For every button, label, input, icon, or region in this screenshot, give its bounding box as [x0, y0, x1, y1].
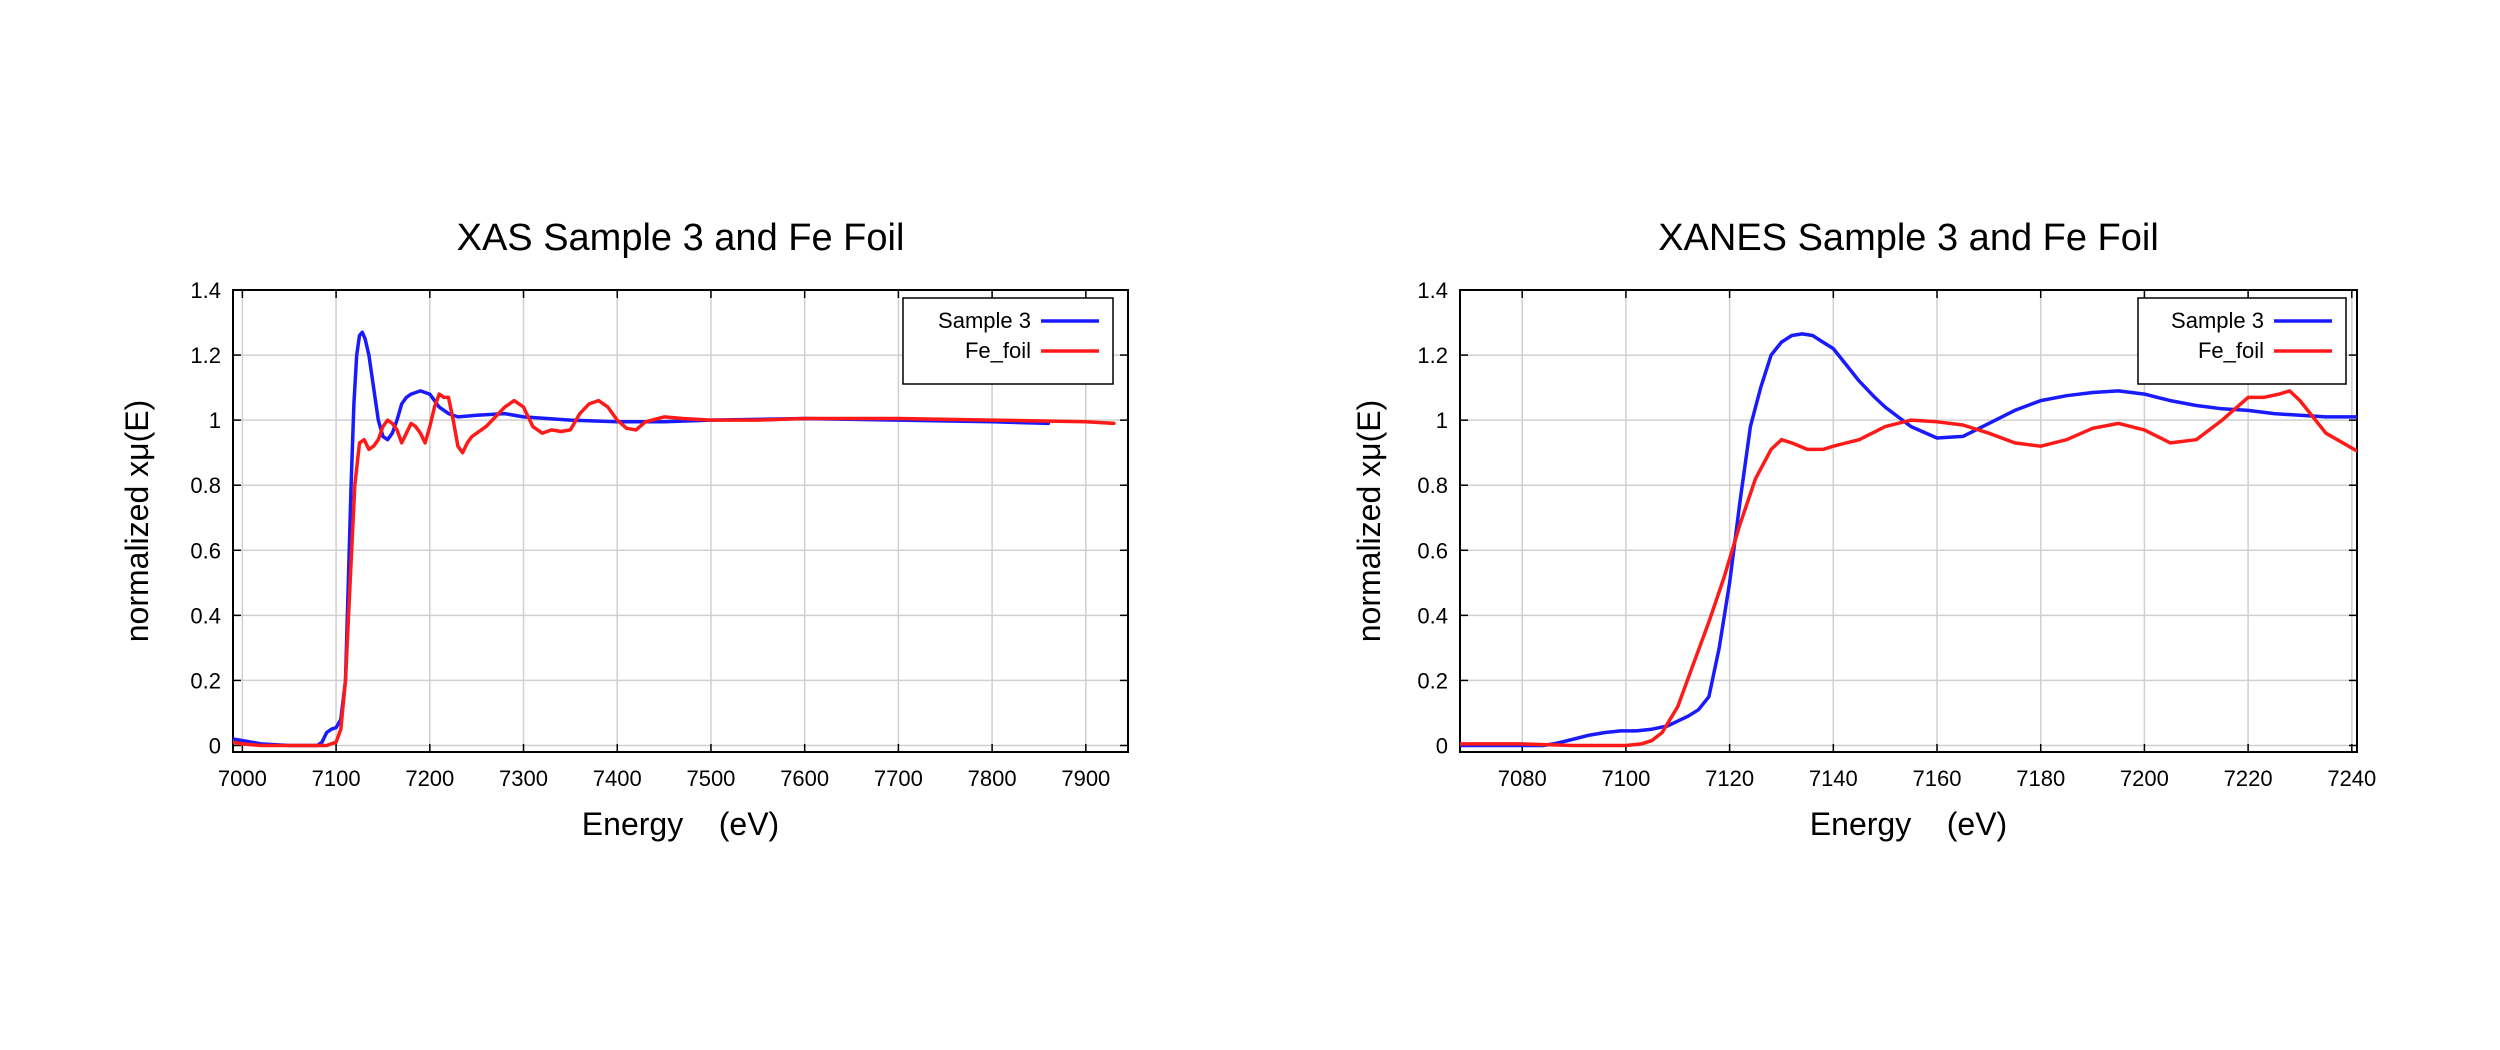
x-tick-label: 7000	[218, 766, 267, 791]
x-tick-label: 7400	[593, 766, 642, 791]
plot-frame	[232, 289, 1129, 753]
y-tick-label: 0.8	[190, 473, 221, 498]
y-tick-label: 0.2	[190, 668, 221, 693]
legend-box	[902, 297, 1114, 385]
series-lines	[233, 330, 1116, 748]
series-lines	[1460, 332, 2357, 748]
y-tick-label: 0.8	[1417, 473, 1448, 498]
y-tick-label: 0.4	[190, 603, 221, 628]
x-tick-label: 7800	[968, 766, 1017, 791]
x-tick-label: 7200	[405, 766, 454, 791]
xas-chart: 7000 7100 7200 7300 7400 7500 7600 7700 7800 7900…	[119, 217, 1129, 842]
legend-label: Fe_foil	[2198, 338, 2264, 363]
y-tick-label: 1	[209, 408, 221, 433]
y-tick-label: 0.6	[1417, 538, 1448, 563]
series-line-fe-foil	[233, 392, 1116, 748]
y-tick-label: 1.2	[190, 343, 221, 368]
y-tick-label: 0	[1436, 733, 1448, 758]
y-tick-label: 1.4	[190, 278, 221, 303]
y-tick-label: 0.2	[1417, 668, 1448, 693]
x-tick-label: 7240	[2327, 766, 2376, 791]
legend-label: Sample 3	[2171, 308, 2264, 333]
y-tick-label: 1.2	[1417, 343, 1448, 368]
xanes-chart: 7080 7100 7120 7140 7160 7180 7200 7220 7240 0 0.2…	[1351, 217, 2376, 842]
y-tick-label: 1	[1436, 408, 1448, 433]
x-tick-label: 7140	[1809, 766, 1858, 791]
legend: Sample 3 Fe_foil	[2137, 297, 2347, 385]
x-tick-label: 7300	[499, 766, 548, 791]
legend-label: Sample 3	[938, 308, 1031, 333]
series-line-sample-3	[233, 330, 1051, 748]
x-tick-label: 7900	[1061, 766, 1110, 791]
series-line-sample-3	[1460, 332, 2357, 748]
y-axis-label: normalized xμ(E)	[1351, 400, 1387, 643]
chart-title: XANES Sample 3 and Fe Foil	[1658, 217, 2159, 259]
x-tick-label: 7200	[2120, 766, 2169, 791]
x-tick-label: 7120	[1705, 766, 1754, 791]
y-tick-label: 0.4	[1417, 603, 1448, 628]
chart-title: XAS Sample 3 and Fe Foil	[457, 217, 905, 259]
x-tick-label: 7500	[686, 766, 735, 791]
x-tick-label: 7100	[312, 766, 361, 791]
y-tick-label: 0	[209, 733, 221, 758]
legend-label: Fe_foil	[965, 338, 1031, 363]
grid	[233, 290, 1128, 752]
y-tick-label: 0.6	[190, 538, 221, 563]
legend-box	[2137, 297, 2347, 385]
grid	[1460, 290, 2357, 752]
x-tick-label: 7700	[874, 766, 923, 791]
plot-frame	[1459, 289, 2358, 753]
x-tick-label: 7600	[780, 766, 829, 791]
legend: Sample 3 Fe_foil	[902, 297, 1114, 385]
x-tick-label: 7180	[2016, 766, 2065, 791]
x-axis-label: Energy (eV)	[582, 806, 779, 842]
x-tick-label: 7220	[2224, 766, 2273, 791]
x-tick-label: 7080	[1498, 766, 1547, 791]
y-tick-label: 1.4	[1417, 278, 1448, 303]
x-tick-label: 7160	[1913, 766, 1962, 791]
series-line-fe-foil	[1460, 389, 2357, 748]
y-axis-label: normalized xμ(E)	[119, 400, 155, 643]
x-axis-label: Energy (eV)	[1810, 806, 2007, 842]
x-tick-label: 7100	[1601, 766, 1650, 791]
